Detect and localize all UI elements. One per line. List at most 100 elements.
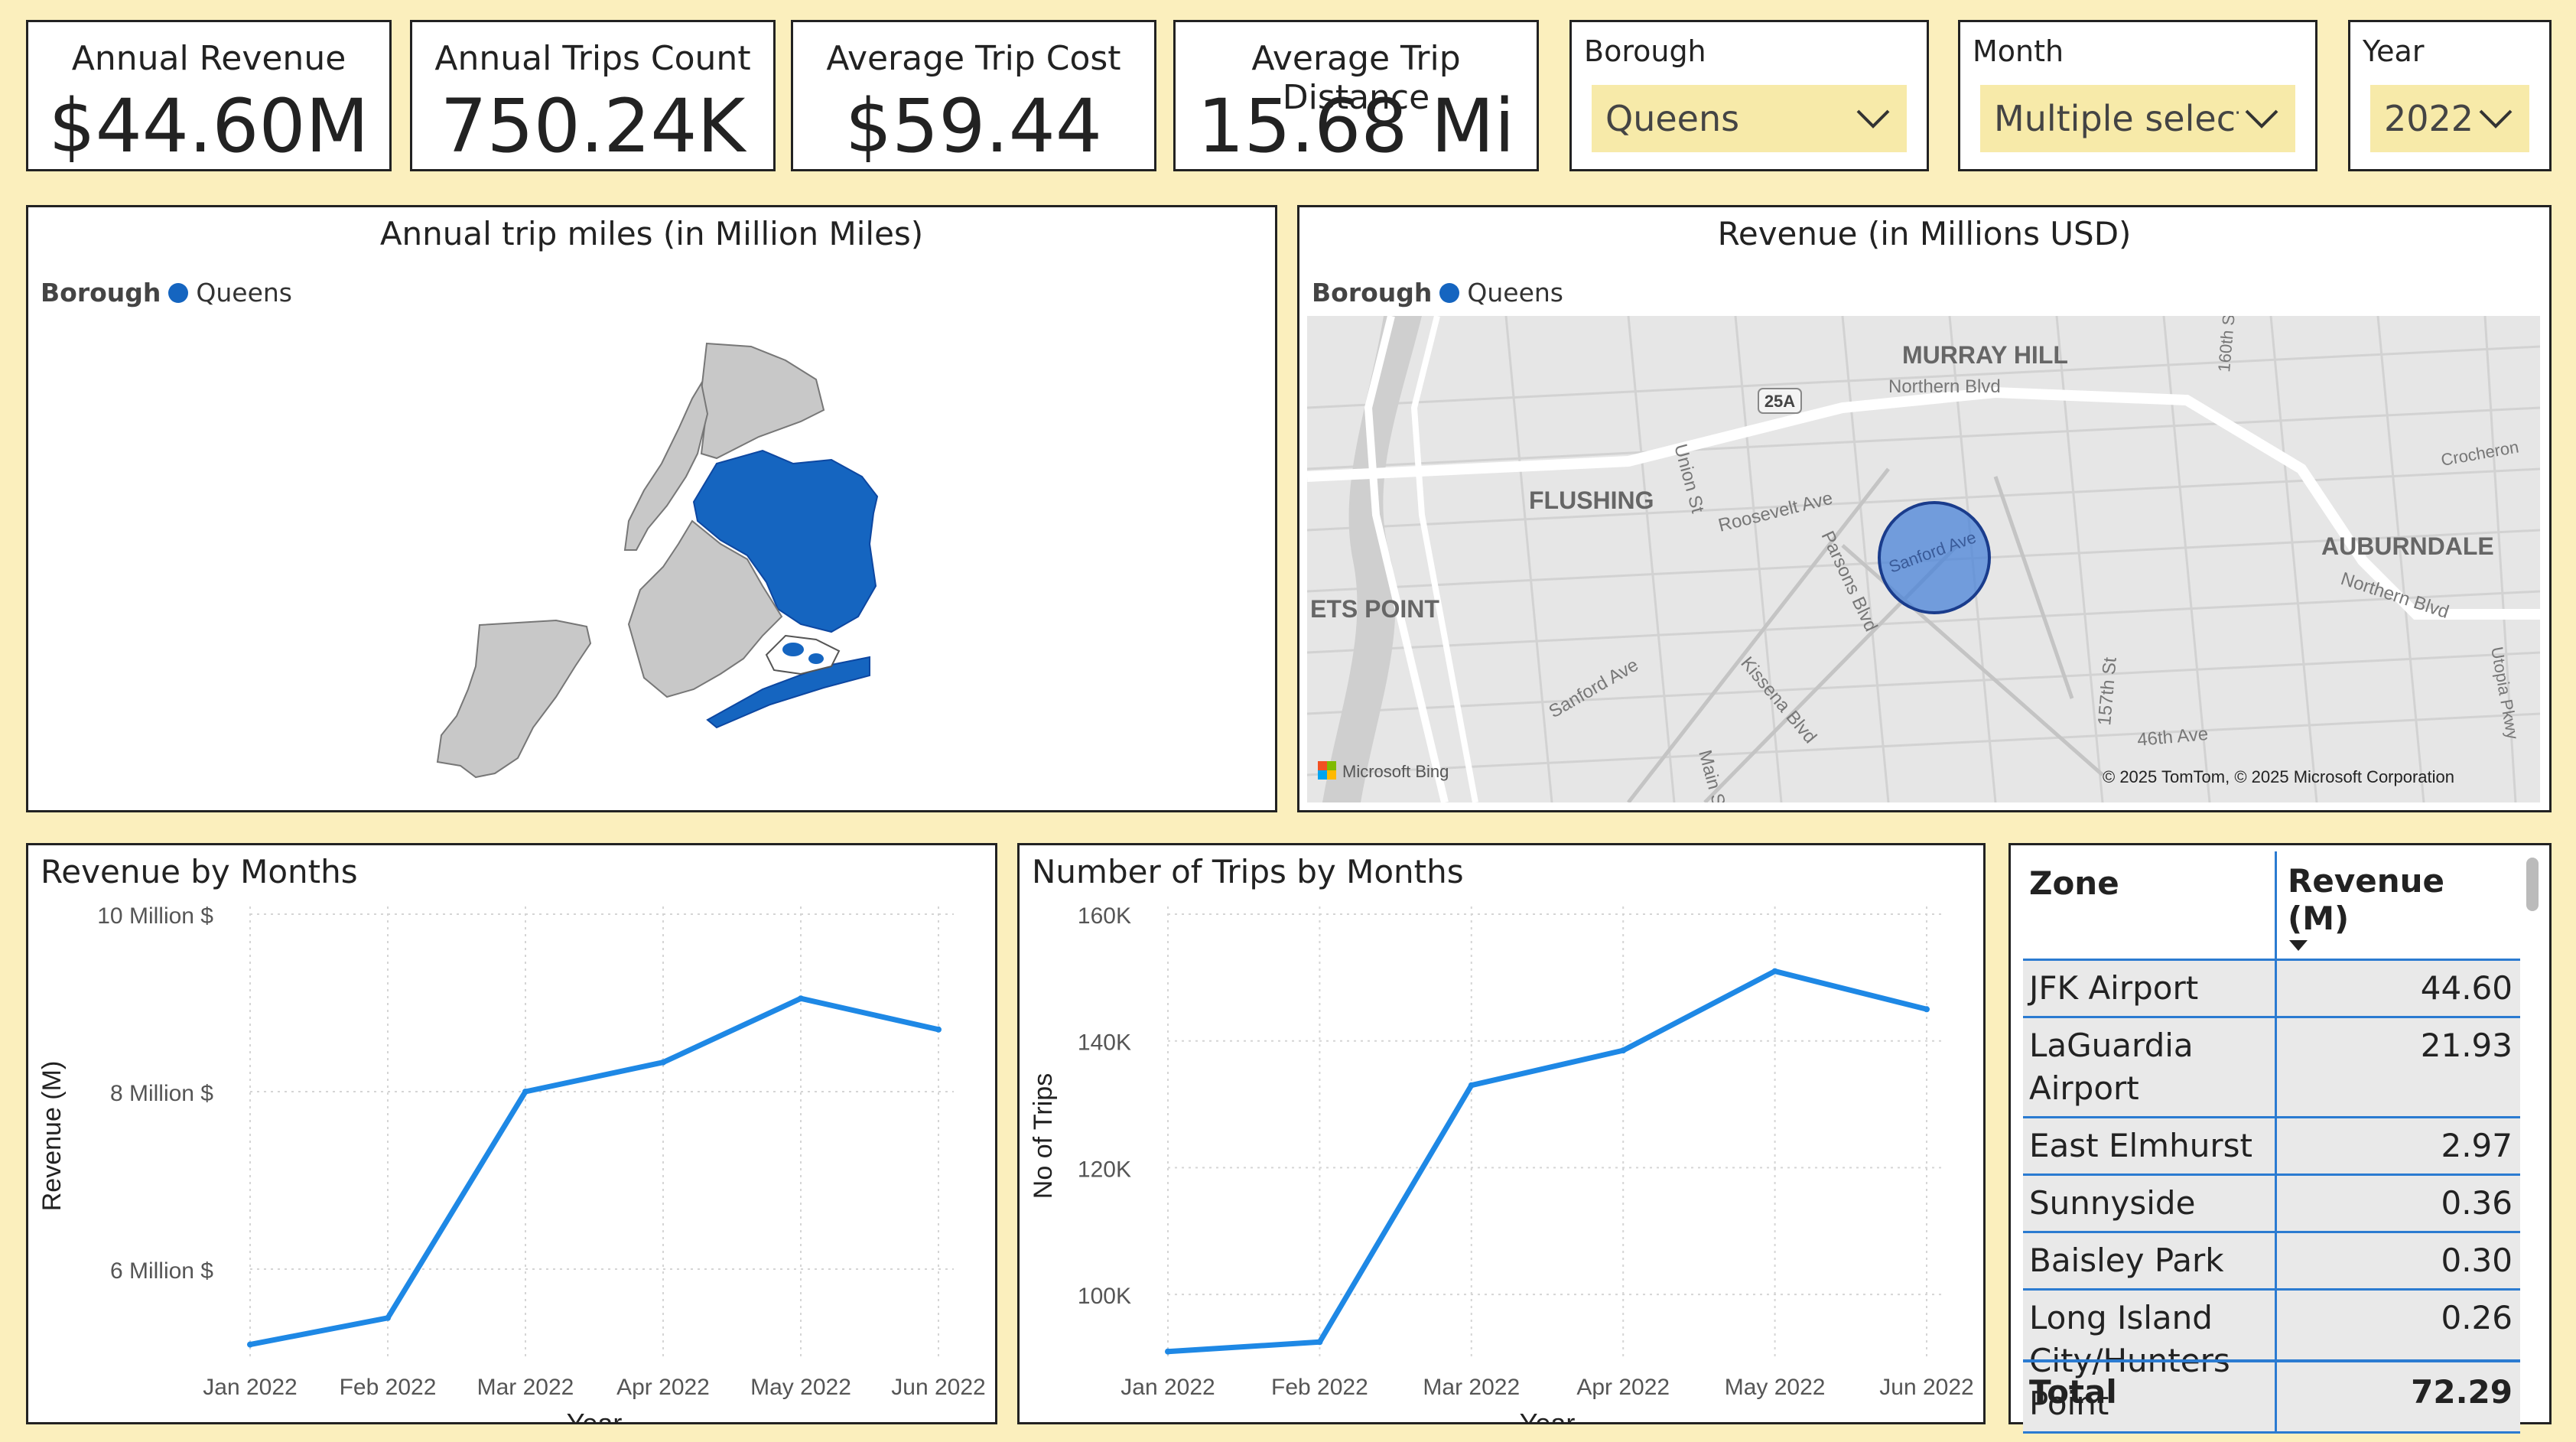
data-point[interactable] <box>1620 1047 1627 1054</box>
slicer-label: Year <box>2363 34 2425 68</box>
legend-label: Borough <box>1312 278 1433 308</box>
total-value: 72.29 <box>2411 1373 2513 1411</box>
revenue-cell: 0.36 <box>2441 1184 2513 1222</box>
zone-cell: LaGuardia Airport <box>2023 1018 2277 1116</box>
data-point[interactable] <box>247 1341 253 1348</box>
table-row[interactable]: Sunnyside 0.36 <box>2023 1176 2520 1233</box>
table-row[interactable]: JFK Airport 44.60 <box>2023 961 2520 1018</box>
visual-title: Number of Trips by Months <box>1032 853 1464 890</box>
borough-queens-rockaway[interactable] <box>706 656 870 729</box>
highway-west-2 <box>1410 316 1478 802</box>
kpi-card-annual-trips: Annual Trips Count 750.24K <box>410 20 776 171</box>
legend-dot-icon <box>1439 282 1460 303</box>
kpi-value: 750.24K <box>440 83 746 169</box>
table-header: Zone Revenue (M) <box>2023 851 2520 961</box>
trips-line-chart: 100K 120K 140K 160K Jan 2022 Feb 2022 Mar 2022… <box>1029 903 1974 1422</box>
x-tick-label: Mar 2022 <box>1423 1375 1520 1400</box>
map-legend: Borough Queens <box>41 278 292 308</box>
kpi-card-average-trip-distance: Average Trip Distance 15.68 Mi <box>1173 20 1539 171</box>
x-tick-label: May 2022 <box>750 1375 851 1400</box>
header-revenue[interactable]: Revenue (M) <box>2277 851 2520 959</box>
kpi-card-average-trip-cost: Average Trip Cost $59.44 <box>791 20 1156 171</box>
borough-queens[interactable] <box>692 449 879 633</box>
logo-square <box>1327 761 1336 770</box>
trip-miles-shape-map: Annual trip miles (in Million Miles) Bor… <box>26 205 1277 812</box>
borough-manhattan[interactable] <box>623 381 709 551</box>
y-axis-title: No of Trips <box>1029 1073 1058 1199</box>
data-point[interactable] <box>385 1314 391 1321</box>
header-revenue-label: Revenue (M) <box>2288 862 2444 937</box>
map-label-murray-hill: MURRAY HILL <box>1902 341 2068 369</box>
month-dropdown[interactable]: Multiple select... <box>1980 85 2295 152</box>
x-tick-label: Mar 2022 <box>477 1375 574 1400</box>
series-line[interactable] <box>249 995 939 1348</box>
revenue-bubble-queens[interactable] <box>1878 501 1991 614</box>
kpi-label: Average Trip Cost <box>826 39 1121 78</box>
table-row[interactable]: LaGuardia Airport 21.93 <box>2023 1018 2520 1118</box>
month-slicer: Month Multiple select... <box>1958 20 2317 171</box>
borough-dropdown[interactable]: Queens <box>1592 85 1907 152</box>
data-point[interactable] <box>1771 968 1778 975</box>
table-row[interactable]: East Elmhurst 2.97 <box>2023 1118 2520 1176</box>
route-shield <box>1758 388 1802 414</box>
map-copyright: © 2025 TomTom, © 2025 Microsoft Corporat… <box>2103 767 2454 786</box>
revenue-line-chart: 6 Million $ 8 Million $ 10 Million $ Jan 20… <box>37 903 986 1422</box>
data-point[interactable] <box>1468 1082 1475 1089</box>
revenue-cell: 0.26 <box>2441 1299 2513 1336</box>
legend-dot-icon <box>168 282 189 303</box>
borough-slicer: Borough Queens <box>1569 20 1929 171</box>
data-point[interactable] <box>660 1059 666 1066</box>
street-map[interactable]: 25A MURRAY HILL Northern Blvd FLUSHING A… <box>1307 316 2540 802</box>
table-row[interactable]: Baisley Park 0.30 <box>2023 1233 2520 1291</box>
highway-northern-blvd <box>1307 386 2540 620</box>
logo-square <box>1318 770 1327 780</box>
visual-title: Annual trip miles (in Million Miles) <box>379 215 924 252</box>
kpi-value: $44.60M <box>48 83 369 169</box>
borough-bronx[interactable] <box>700 342 825 460</box>
jamaica-bay-island <box>782 643 804 656</box>
x-tick-label: Feb 2022 <box>340 1375 437 1400</box>
table-scrollbar[interactable] <box>2526 858 2539 911</box>
data-point[interactable] <box>935 1026 942 1033</box>
series-line[interactable] <box>1167 968 1927 1355</box>
kpi-label: Annual Trips Count <box>434 39 751 78</box>
zone-revenue-table: Zone Revenue (M) JFK Airport 44.60 LaGuard… <box>2008 843 2552 1434</box>
data-point[interactable] <box>522 1089 529 1095</box>
jamaica-bay-marsh <box>765 634 841 675</box>
nyc-borough-map <box>436 342 879 779</box>
table-total-row: Total 72.29 <box>2023 1359 2520 1421</box>
bing-attribution: Microsoft Bing <box>1342 762 1449 781</box>
revenue-cell: 21.93 <box>2420 1027 2513 1064</box>
revenue-cell: 0.30 <box>2441 1242 2513 1279</box>
revenue-bubble-map: Revenue (in Millions USD) Borough Queens <box>1297 205 2552 812</box>
zone-cell: Baisley Park <box>2023 1233 2277 1288</box>
visual-title: Revenue (in Millions USD) <box>1717 215 2132 252</box>
map-label-flushing: FLUSHING <box>1529 487 1654 514</box>
x-tick-label: Feb 2022 <box>1271 1375 1368 1400</box>
chevron-down-icon <box>2245 109 2278 129</box>
data-point[interactable] <box>1924 1006 1930 1013</box>
chevron-down-icon <box>2479 109 2513 129</box>
y-tick-label: 6 Million $ <box>110 1258 213 1284</box>
zone-cell: JFK Airport <box>2023 961 2277 1016</box>
data-point[interactable] <box>798 995 804 1002</box>
borough-staten-island[interactable] <box>436 619 592 779</box>
data-point[interactable] <box>1165 1348 1171 1355</box>
revenue-by-months-chart: Revenue by Months 6 Million $ 8 Million $… <box>26 843 997 1424</box>
revenue-cell: 44.60 <box>2420 969 2513 1007</box>
map-label-auburndale: AUBURNDALE <box>2321 532 2494 560</box>
table-grid: Zone Revenue (M) JFK Airport 44.60 LaGuard… <box>2023 851 2520 1434</box>
data-point[interactable] <box>1316 1339 1323 1346</box>
map-legend: Borough Queens <box>1312 278 1563 308</box>
header-zone[interactable]: Zone <box>2023 851 2277 959</box>
visual-title: Revenue by Months <box>41 853 358 890</box>
trips-by-months-chart: Number of Trips by Months 100K 120K 140K 16… <box>1017 843 1986 1424</box>
kpi-label: Average Trip Distance <box>1251 39 1461 117</box>
year-slicer: Year 2022 <box>2348 20 2552 171</box>
borough-brooklyn[interactable] <box>627 519 783 698</box>
logo-square <box>1327 770 1336 780</box>
x-axis-title: Year <box>567 1408 623 1422</box>
year-dropdown[interactable]: 2022 <box>2370 85 2529 152</box>
zone-cell: East Elmhurst <box>2023 1118 2277 1173</box>
y-tick-label: 10 Million $ <box>97 903 213 929</box>
